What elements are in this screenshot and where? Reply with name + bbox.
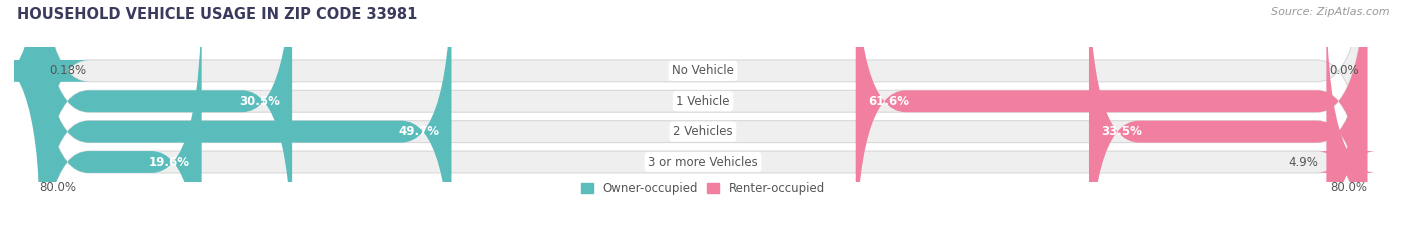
Text: 19.6%: 19.6% [148,155,190,168]
Text: 2 Vehicles: 2 Vehicles [673,125,733,138]
Text: 1 Vehicle: 1 Vehicle [676,95,730,108]
Text: No Vehicle: No Vehicle [672,64,734,77]
Text: 3 or more Vehicles: 3 or more Vehicles [648,155,758,168]
Text: 80.0%: 80.0% [1330,181,1367,194]
Legend: Owner-occupied, Renter-occupied: Owner-occupied, Renter-occupied [576,178,830,200]
FancyBboxPatch shape [39,0,201,233]
FancyBboxPatch shape [1090,0,1367,233]
Text: 0.0%: 0.0% [1329,64,1358,77]
FancyBboxPatch shape [39,0,1367,233]
FancyBboxPatch shape [856,0,1367,233]
FancyBboxPatch shape [0,0,89,233]
Text: 49.7%: 49.7% [398,125,439,138]
FancyBboxPatch shape [39,0,1367,233]
Text: 61.6%: 61.6% [868,95,910,108]
FancyBboxPatch shape [39,0,1367,233]
FancyBboxPatch shape [39,0,292,233]
Text: 80.0%: 80.0% [39,181,76,194]
FancyBboxPatch shape [39,0,1367,233]
Text: 30.5%: 30.5% [239,95,280,108]
FancyBboxPatch shape [39,0,451,233]
FancyBboxPatch shape [1317,0,1376,233]
Text: Source: ZipAtlas.com: Source: ZipAtlas.com [1271,7,1389,17]
Text: 4.9%: 4.9% [1288,155,1317,168]
Text: 0.18%: 0.18% [49,64,86,77]
Text: 33.5%: 33.5% [1101,125,1142,138]
Text: HOUSEHOLD VEHICLE USAGE IN ZIP CODE 33981: HOUSEHOLD VEHICLE USAGE IN ZIP CODE 3398… [17,7,418,22]
